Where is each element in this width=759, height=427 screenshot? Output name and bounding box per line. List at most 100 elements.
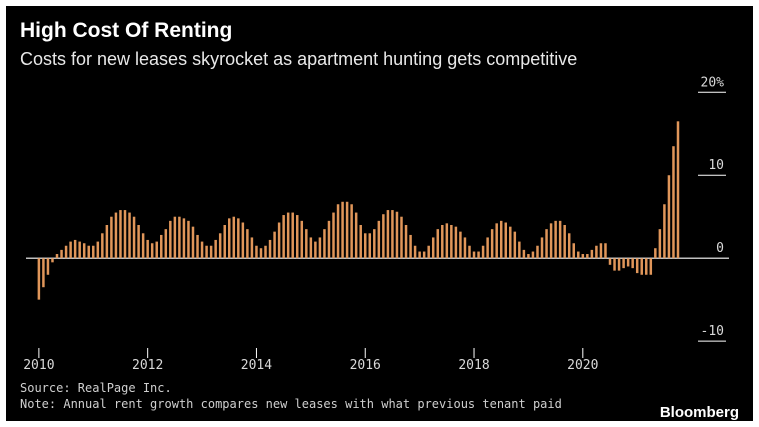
bar [69, 241, 72, 259]
bar [654, 248, 657, 259]
bar-series [37, 121, 680, 300]
bar [590, 249, 594, 259]
bar [400, 216, 403, 259]
bar [169, 220, 172, 259]
bar [667, 175, 671, 259]
bar [522, 249, 526, 259]
bar [595, 245, 598, 259]
bar [368, 233, 372, 259]
bar [504, 222, 507, 259]
bar [404, 225, 408, 259]
bar [613, 258, 616, 271]
bar [341, 201, 344, 259]
bar [150, 243, 154, 259]
bar [459, 231, 462, 259]
bar [241, 222, 245, 259]
bar [323, 229, 326, 259]
bar [51, 258, 54, 263]
bar [101, 233, 104, 259]
bar [509, 226, 512, 259]
bar [513, 231, 517, 259]
bar [277, 222, 281, 259]
bar [55, 254, 59, 259]
bar [617, 258, 621, 271]
bar [259, 248, 263, 259]
chart-panel: High Cost Of Renting Costs for new lease… [6, 6, 753, 421]
bar [205, 245, 208, 259]
bar [173, 216, 177, 259]
bar [631, 258, 634, 269]
bar [441, 225, 444, 259]
bar [413, 245, 417, 259]
bar [155, 241, 158, 259]
bar [586, 254, 589, 259]
bar [391, 210, 394, 259]
chart-subtitle: Costs for new leases skyrocket as apartm… [20, 49, 578, 69]
bar [468, 245, 471, 259]
bar [436, 229, 440, 259]
y-tick-label: 10 [708, 158, 724, 173]
y-axis: 20% 10 0 -10 [698, 75, 726, 342]
bar [463, 237, 467, 259]
bar [649, 258, 653, 275]
source-note: Source: RealPage Inc. [20, 381, 172, 395]
plot-area: 2010 2012 2014 2016 2018 2020 20% 10 0 -10 [23, 75, 729, 373]
bar [622, 258, 625, 269]
bar [386, 210, 390, 259]
bar [345, 201, 349, 259]
bar [128, 212, 131, 259]
bar [218, 233, 222, 259]
bar [60, 249, 63, 259]
bar [309, 237, 313, 259]
bar [572, 243, 575, 259]
bar [599, 243, 603, 259]
bar [232, 216, 236, 259]
bar [73, 239, 77, 259]
bar [137, 225, 140, 259]
bar [92, 245, 95, 259]
bar [246, 229, 249, 259]
bar [300, 220, 304, 259]
bar [350, 204, 353, 259]
bar [373, 229, 376, 259]
bar [431, 237, 435, 259]
bar [626, 258, 630, 267]
bar [536, 245, 539, 259]
bar [676, 121, 680, 259]
bar [123, 210, 127, 259]
bar [608, 258, 612, 265]
bar [314, 241, 317, 259]
x-tick-label: 2018 [458, 358, 489, 373]
bar [672, 146, 675, 259]
bar [178, 216, 181, 259]
bar [110, 216, 113, 259]
bar [577, 251, 580, 259]
y-tick-label: 20% [701, 75, 725, 90]
bar [486, 237, 489, 259]
x-axis: 2010 2012 2014 2016 2018 2020 [23, 348, 598, 373]
bar [527, 254, 530, 259]
bar [540, 237, 544, 259]
bar [359, 225, 362, 259]
bar [64, 245, 68, 259]
bar [567, 233, 571, 259]
bar [327, 220, 331, 259]
bar [255, 245, 258, 259]
bar [114, 212, 118, 259]
x-tick-label: 2020 [567, 358, 598, 373]
brand-logo: Bloomberg [659, 404, 739, 421]
x-tick-label: 2014 [241, 358, 272, 373]
bar [132, 216, 136, 259]
bar [282, 215, 285, 259]
bar [273, 231, 276, 259]
bar [119, 210, 122, 259]
bar [82, 243, 86, 259]
bar [164, 229, 168, 259]
bar [191, 226, 195, 259]
bar [146, 239, 149, 259]
bar [663, 204, 666, 259]
bar [332, 212, 335, 259]
bar [264, 245, 267, 259]
bar [490, 229, 494, 259]
